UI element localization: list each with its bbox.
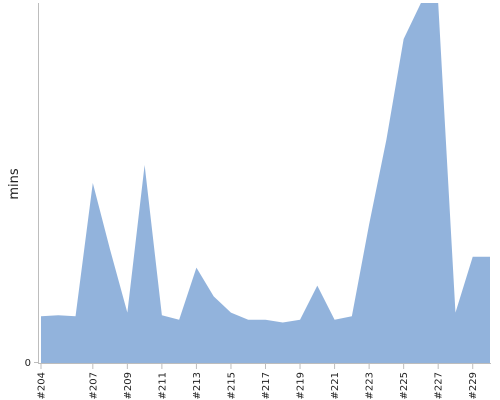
- x-tick-label: #204: [37, 372, 48, 399]
- area-layer: [41, 3, 490, 363]
- x-tick-label: #213: [192, 372, 203, 399]
- y-axis-label: mins: [7, 168, 22, 200]
- x-tick-label: #225: [399, 372, 410, 399]
- x-tick-label: #209: [123, 372, 134, 399]
- x-tick-label: #227: [434, 372, 445, 399]
- x-tick-label: #229: [468, 372, 479, 399]
- x-ticks: #204 #207 #209 #211 #213 #215 #217 #219 #221 #223…: [37, 364, 479, 399]
- x-tick-label: #217: [261, 372, 272, 399]
- y-ticks: 0: [25, 358, 38, 369]
- x-tick-label: #215: [226, 372, 237, 399]
- area-series: [41, 3, 490, 363]
- x-tick-label: #221: [330, 372, 341, 399]
- x-tick-label: #219: [296, 372, 307, 399]
- x-tick-label: #211: [157, 372, 168, 399]
- x-tick-label: #223: [365, 372, 376, 399]
- y-tick-label: 0: [25, 358, 31, 369]
- x-tick-label: #207: [88, 372, 99, 399]
